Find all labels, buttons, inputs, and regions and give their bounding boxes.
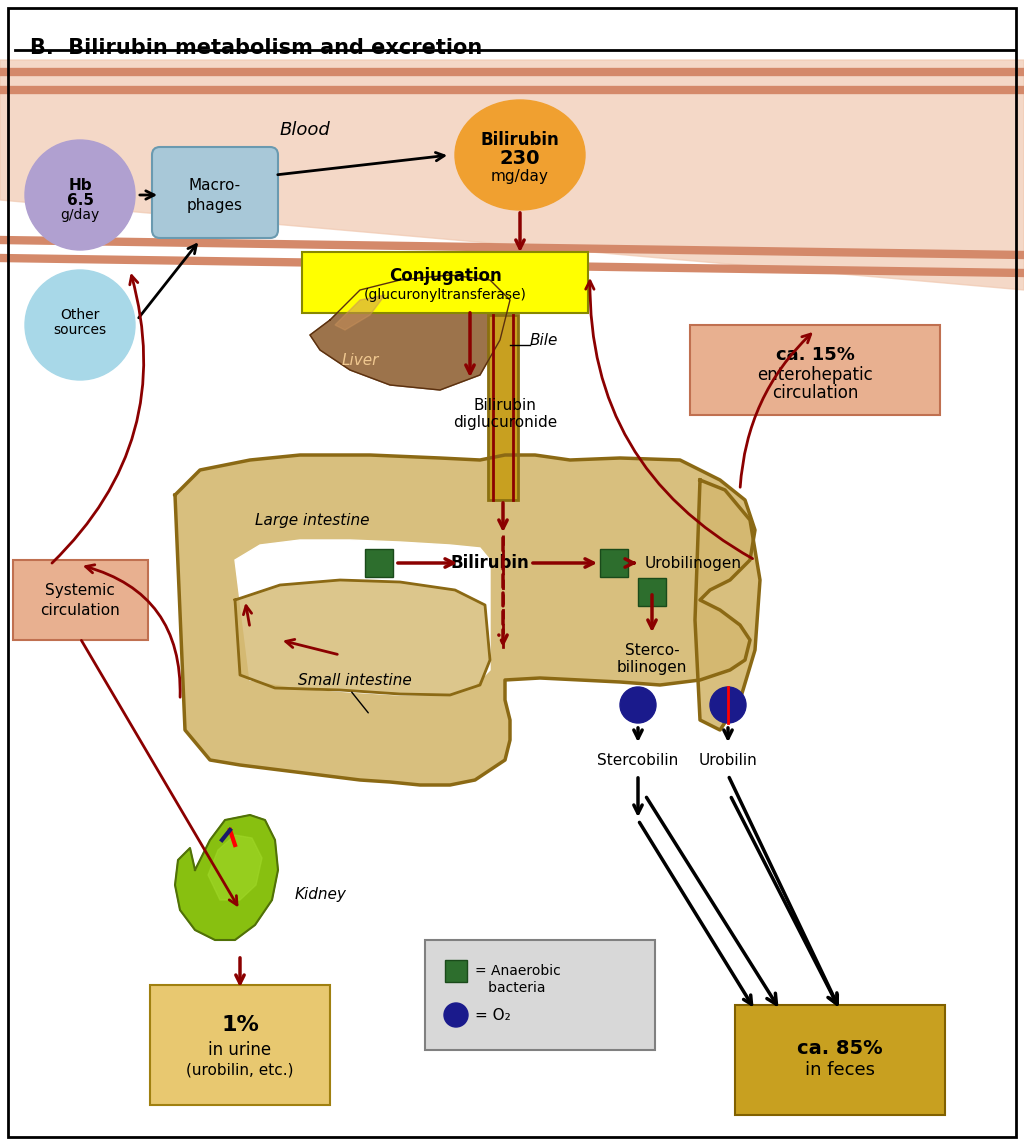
FancyBboxPatch shape bbox=[150, 985, 330, 1105]
Text: Other: Other bbox=[60, 308, 99, 322]
Text: Kidney: Kidney bbox=[295, 887, 347, 902]
Text: bilinogen: bilinogen bbox=[616, 660, 687, 674]
Text: Bilirubin: Bilirubin bbox=[451, 554, 529, 572]
Text: Bilirubin: Bilirubin bbox=[480, 131, 559, 149]
FancyBboxPatch shape bbox=[425, 940, 655, 1050]
Text: B.  Bilirubin metabolism and excretion: B. Bilirubin metabolism and excretion bbox=[30, 38, 482, 58]
FancyBboxPatch shape bbox=[690, 325, 940, 414]
Text: Urobilin: Urobilin bbox=[698, 752, 758, 767]
Bar bbox=[600, 548, 628, 577]
Text: Systemic: Systemic bbox=[45, 583, 115, 598]
Text: Large intestine: Large intestine bbox=[255, 513, 370, 528]
Text: 6.5: 6.5 bbox=[67, 192, 93, 207]
Circle shape bbox=[25, 140, 135, 250]
Text: Stercо-: Stercо- bbox=[625, 642, 679, 657]
FancyBboxPatch shape bbox=[302, 252, 588, 313]
Circle shape bbox=[710, 687, 746, 722]
Text: in feces: in feces bbox=[805, 1061, 874, 1079]
Polygon shape bbox=[175, 455, 755, 785]
Text: Liver: Liver bbox=[341, 353, 379, 368]
Bar bbox=[365, 548, 393, 577]
Text: = O₂: = O₂ bbox=[475, 1008, 511, 1022]
Text: Hb: Hb bbox=[69, 177, 92, 192]
Text: ca. 85%: ca. 85% bbox=[798, 1039, 883, 1058]
Text: = Anaerobic: = Anaerobic bbox=[475, 964, 561, 978]
Polygon shape bbox=[695, 480, 760, 731]
Polygon shape bbox=[335, 295, 385, 330]
Polygon shape bbox=[234, 581, 490, 695]
Polygon shape bbox=[175, 815, 278, 940]
Text: enterohepatic: enterohepatic bbox=[757, 366, 872, 384]
Ellipse shape bbox=[455, 100, 585, 210]
Text: g/day: g/day bbox=[60, 208, 99, 222]
Text: Urobilinogen: Urobilinogen bbox=[645, 555, 742, 570]
Circle shape bbox=[620, 687, 656, 722]
FancyBboxPatch shape bbox=[13, 560, 148, 640]
Text: Stercobilin: Stercobilin bbox=[597, 752, 679, 767]
Polygon shape bbox=[234, 540, 490, 695]
Text: Bile: Bile bbox=[530, 332, 558, 347]
Polygon shape bbox=[0, 60, 1024, 290]
FancyBboxPatch shape bbox=[152, 147, 278, 238]
Text: (urobilin, etc.): (urobilin, etc.) bbox=[186, 1063, 294, 1077]
Text: diglucuronide: diglucuronide bbox=[453, 414, 557, 429]
Text: phages: phages bbox=[187, 197, 243, 213]
Text: Small intestine: Small intestine bbox=[298, 672, 412, 687]
Text: circulation: circulation bbox=[772, 384, 858, 402]
Circle shape bbox=[444, 1003, 468, 1027]
Text: Blood: Blood bbox=[280, 121, 331, 139]
Text: ca. 15%: ca. 15% bbox=[775, 346, 854, 364]
FancyBboxPatch shape bbox=[488, 315, 518, 500]
Text: (glucuronyltransferase): (glucuronyltransferase) bbox=[364, 289, 526, 302]
Text: Bilirubin: Bilirubin bbox=[473, 397, 537, 412]
Text: in urine: in urine bbox=[209, 1041, 271, 1059]
FancyBboxPatch shape bbox=[735, 1005, 945, 1115]
Text: bacteria: bacteria bbox=[475, 981, 546, 995]
Text: 1%: 1% bbox=[221, 1014, 259, 1035]
Text: 230: 230 bbox=[500, 149, 541, 167]
Text: Macro-: Macro- bbox=[189, 177, 241, 192]
Text: circulation: circulation bbox=[40, 602, 120, 617]
Polygon shape bbox=[310, 275, 510, 390]
Text: sources: sources bbox=[53, 323, 106, 337]
Polygon shape bbox=[208, 835, 262, 900]
Circle shape bbox=[25, 270, 135, 380]
Bar bbox=[638, 578, 666, 606]
Text: Conjugation: Conjugation bbox=[389, 267, 502, 285]
Text: mg/day: mg/day bbox=[492, 168, 549, 183]
Bar bbox=[445, 960, 467, 982]
